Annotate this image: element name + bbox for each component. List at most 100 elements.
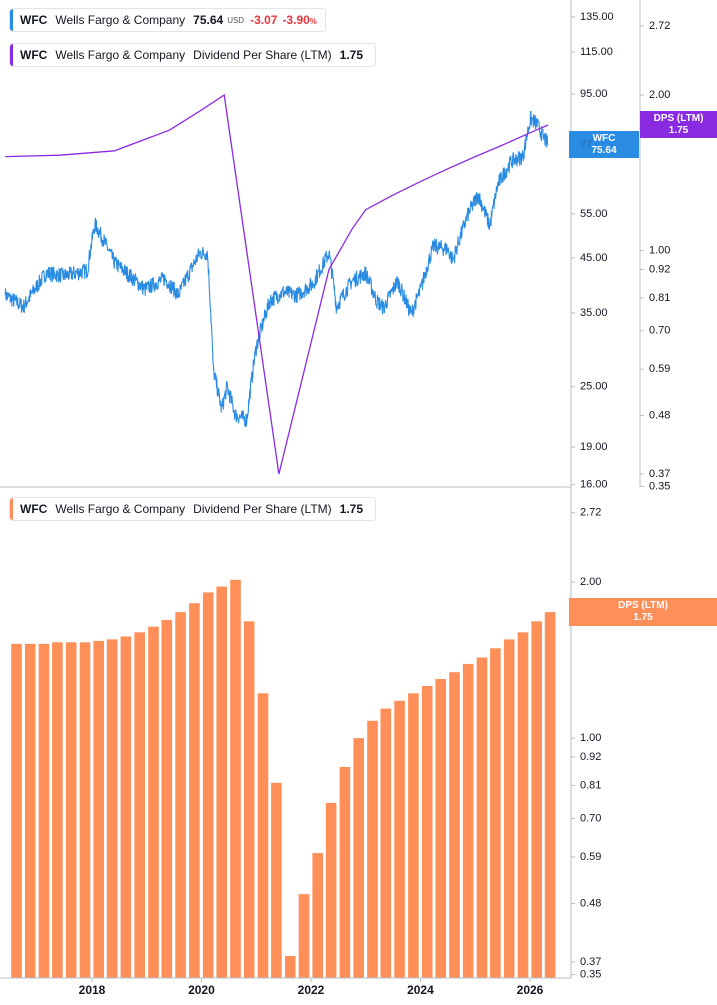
price-tag-value: 75.64 [591,144,617,156]
dps-tag-top-value: 1.75 [668,124,689,136]
dps-bar [298,894,310,978]
legend-price-pct-sign: % [309,17,317,26]
legend-bars-swatch [10,498,13,520]
legend-bars[interactable]: WFC Wells Fargo & Company Dividend Per S… [9,497,377,521]
legend-bars-value: 1.75 [339,502,364,516]
dps-bar [517,632,529,978]
dps-tag-bottom-value: 1.75 [633,612,653,623]
bar-axis-tick-label: 0.81 [580,779,601,791]
legend-price-symbol: WFC [20,13,48,27]
dps-series-line [5,93,549,475]
bar-axis-tick-label: 1.00 [580,732,601,744]
dps-bar [161,619,173,978]
legend-price-name: Wells Fargo & Company [55,13,186,27]
legend-bars-metric: Dividend Per Share (LTM) [193,502,332,516]
legend-price[interactable]: WFC Wells Fargo & Company 75.64 USD -3.0… [9,8,326,32]
dps-bar [421,686,433,978]
legend-price-change-pct: -3.90% [282,13,316,27]
time-axis-tick-label: 2020 [188,983,215,997]
dps-bar [65,642,77,978]
price-tag-obscured-tick: 77 [580,139,592,151]
dps-bar [462,663,474,978]
dps-bar [339,766,351,978]
legend-dps-name: Wells Fargo & Company [55,48,186,62]
bar-axis-tick-label: 2.00 [580,576,601,588]
price-tag-label: WFC [592,132,616,144]
dps-bar [106,639,118,978]
legend-dps-swatch [10,44,13,66]
price-tag-obscured-text: 77 [580,139,593,151]
price-axis-tick-label: 19.00 [580,441,608,453]
legend-price-swatch [10,9,13,31]
dps-bar [435,679,446,978]
dps-tag-top-label: DPS (LTM) [653,112,704,124]
time-axis-tick-label: 2026 [517,983,544,997]
dps-bar [257,693,269,978]
legend-price-value: 75.64 [193,13,224,27]
price-axis-tick-label: 25.00 [580,381,608,393]
price-axis-tick-label: 55.00 [580,208,608,220]
dps-axis-tick-label: 0.92 [649,263,670,275]
legend-price-change-pct-value: -3.90 [282,13,310,27]
bar-axis-tick-label: 0.59 [580,851,601,863]
dps-bar [24,643,36,978]
dps-bar [367,720,378,978]
dps-bar [325,802,337,978]
dps-bar [271,782,282,978]
dps-bar [312,853,323,978]
dps-bar [202,592,214,978]
dps-bar [134,632,145,978]
time-axis-tick-label: 2024 [407,983,434,997]
dps-bar [544,612,556,978]
bar-axis-tick-label: 0.92 [580,751,601,763]
dps-bar [175,612,186,978]
bar-axis-tick-label: 0.48 [580,897,601,909]
dps-bar [11,643,22,978]
legend-dps-metric: Dividend Per Share (LTM) [193,48,332,62]
price-axis-tick-label: 95.00 [580,88,608,100]
dps-bar [531,621,542,978]
price-axis-tick-label: 35.00 [580,307,608,319]
dps-tag-top: DPS (LTM) 1.75 [640,111,717,138]
dps-axis-tick-label: 1.00 [649,245,670,257]
dps-bar [216,586,227,978]
price-axis-tick-label: 45.00 [580,252,608,264]
price-tag: WFC 75.64 [569,131,639,158]
dps-axis-tick-label: 0.48 [649,409,670,421]
legend-bars-name: Wells Fargo & Company [55,502,186,516]
bar-axis-tick-label: 0.70 [580,812,601,824]
price-axis-tick-label: 16.00 [580,479,608,491]
dps-axis-tick-label: 0.35 [649,480,670,492]
dps-bar [148,626,159,978]
dps-bar [79,642,91,978]
dps-bar [476,657,488,978]
dps-bar [284,956,296,978]
dps-bar [189,603,200,978]
dps-bar [93,640,104,978]
time-axis-tick-label: 2022 [298,983,325,997]
legend-dps[interactable]: WFC Wells Fargo & Company Dividend Per S… [9,43,377,67]
legend-price-currency: USD [227,15,245,25]
dps-bar [52,642,63,978]
legend-price-change: -3.07 [250,13,278,27]
bar-axis-tick-label: 2.72 [580,507,601,519]
dps-bar [490,648,501,978]
dps-tag-bottom: DPS (LTM) 1.75 [569,598,717,626]
dps-bar [38,643,50,978]
dps-bar [380,708,392,978]
dps-bar [408,693,419,978]
dps-axis-tick-label: 2.72 [649,20,670,32]
price-axis-tick-label: 135.00 [580,11,614,23]
dps-bar [243,621,255,978]
dps-bar [394,700,405,978]
bar-axis-tick-label: 0.37 [580,956,601,968]
dividend-bar-panel [11,579,556,978]
price-series-line [4,110,549,428]
dps-bar [353,738,364,978]
dps-bar [449,672,460,978]
dps-bar [120,636,132,978]
dps-axis-tick-label: 2.00 [649,89,670,101]
dps-axis-tick-label: 0.81 [649,292,670,304]
dps-axis-tick-label: 0.37 [649,468,670,480]
